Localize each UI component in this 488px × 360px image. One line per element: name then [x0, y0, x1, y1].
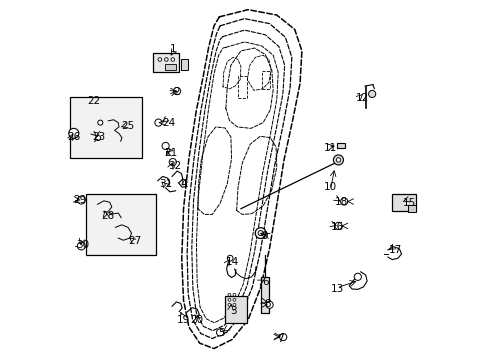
Circle shape: [98, 120, 102, 125]
Circle shape: [334, 222, 341, 229]
Text: 29: 29: [73, 195, 86, 205]
Text: 27: 27: [128, 236, 142, 246]
Circle shape: [173, 87, 180, 95]
Circle shape: [279, 333, 286, 341]
Text: 5: 5: [218, 328, 224, 338]
Circle shape: [233, 298, 235, 301]
Circle shape: [368, 90, 375, 98]
Text: 4: 4: [180, 179, 186, 189]
Circle shape: [227, 303, 230, 306]
Text: 28: 28: [102, 211, 115, 221]
Text: 10: 10: [324, 182, 336, 192]
Circle shape: [336, 158, 340, 162]
Circle shape: [255, 228, 265, 238]
Circle shape: [77, 196, 85, 204]
Circle shape: [333, 155, 343, 165]
Text: 31: 31: [159, 179, 172, 189]
Text: 22: 22: [87, 96, 101, 106]
Text: 9: 9: [261, 231, 267, 240]
Text: 26: 26: [67, 132, 81, 142]
Circle shape: [169, 158, 176, 166]
Circle shape: [164, 58, 168, 61]
Text: 21: 21: [164, 148, 177, 158]
Circle shape: [353, 273, 361, 280]
Bar: [86, 194, 156, 255]
Text: 30: 30: [77, 239, 89, 249]
Circle shape: [158, 58, 162, 61]
Text: 24: 24: [162, 118, 176, 128]
Circle shape: [227, 255, 233, 261]
Text: 18: 18: [334, 197, 347, 207]
Circle shape: [171, 58, 174, 61]
Text: 6: 6: [262, 277, 269, 287]
Bar: [70, 97, 142, 158]
Circle shape: [340, 198, 347, 205]
Bar: [262, 71, 269, 89]
Bar: [164, 64, 176, 69]
Text: 20: 20: [190, 315, 203, 325]
Text: 16: 16: [330, 222, 344, 231]
Circle shape: [96, 135, 101, 140]
Circle shape: [162, 142, 169, 149]
Text: 2: 2: [173, 87, 179, 97]
Text: 25: 25: [121, 121, 134, 131]
Circle shape: [216, 329, 223, 336]
Circle shape: [233, 303, 235, 306]
Bar: [180, 59, 187, 69]
Text: 17: 17: [387, 245, 401, 255]
Circle shape: [227, 293, 230, 296]
Bar: [407, 205, 415, 212]
Text: 3: 3: [230, 306, 237, 316]
Bar: [238, 76, 247, 98]
Text: 19: 19: [177, 315, 190, 325]
Bar: [153, 53, 179, 72]
Text: 13: 13: [330, 284, 344, 294]
Bar: [260, 277, 268, 313]
Circle shape: [227, 298, 230, 301]
Circle shape: [77, 242, 85, 250]
Text: 8: 8: [264, 299, 270, 309]
Circle shape: [258, 230, 263, 235]
Circle shape: [155, 119, 162, 126]
Bar: [391, 194, 415, 211]
Bar: [337, 143, 345, 148]
Circle shape: [265, 301, 273, 309]
Text: 15: 15: [402, 198, 415, 208]
Circle shape: [233, 293, 235, 296]
Text: 32: 32: [167, 161, 181, 171]
Text: 1: 1: [169, 44, 176, 54]
Text: 23: 23: [92, 132, 106, 142]
Text: 12: 12: [355, 93, 369, 103]
Text: 11: 11: [323, 143, 337, 153]
Bar: [224, 296, 246, 323]
Text: 7: 7: [277, 333, 283, 343]
Text: 14: 14: [225, 257, 238, 267]
Circle shape: [69, 129, 79, 138]
